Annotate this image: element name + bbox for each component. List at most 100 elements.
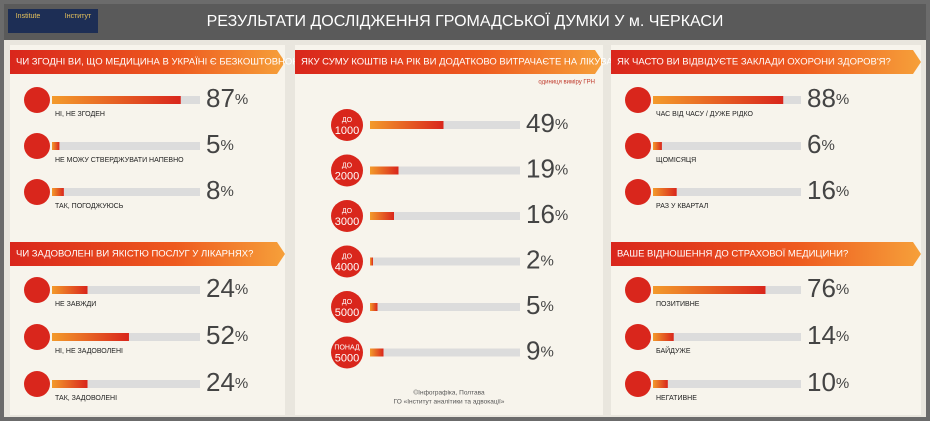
bar [370, 212, 394, 220]
bar [52, 96, 181, 104]
category-label: ПОЗИТИВНЕ [656, 301, 700, 308]
category-label: НІ, НЕ ЗГОДЕН [55, 111, 105, 118]
panel-title: ЧИ ЗГОДНІ ВИ, ЩО МЕДИЦИНА В УКРАЇНІ Є БЕ… [16, 57, 307, 68]
title-ribbon [611, 50, 921, 74]
category-label: НЕ МОЖУ СТВЕРДЖУВАТИ НАПЕВНО [55, 157, 184, 164]
page-title: РЕЗУЛЬТАТИ ДОСЛІДЖЕННЯ ГРОМАДСЬКОЇ ДУМКИ… [207, 12, 724, 30]
icon [331, 291, 363, 323]
value-label: 19% [526, 153, 568, 183]
bar-track [653, 142, 801, 150]
bar-track [370, 121, 520, 129]
icon [625, 371, 651, 397]
value-label: 10% [807, 367, 849, 397]
panel [611, 45, 921, 415]
icon [24, 179, 50, 205]
value-label: 14% [807, 320, 849, 350]
bar-track [52, 286, 200, 294]
icon [331, 336, 363, 369]
header-bar [4, 4, 926, 40]
bar-track [370, 303, 520, 311]
bar-track [370, 212, 520, 220]
category-label: НЕ ЗАВЖДИ [55, 301, 96, 308]
category-label: ТАК, ЗАДОВОЛЕНІ [55, 395, 117, 402]
icon [24, 87, 50, 113]
category-label: ТАК, ПОГОДЖУЮСЬ [55, 203, 124, 210]
icon [625, 324, 651, 350]
bar [52, 142, 60, 150]
panel-title: ЯК ЧАСТО ВИ ВІДВІДУЄТЕ ЗАКЛАДИ ОХОРОНИ З… [617, 57, 891, 68]
footer-line: ГО «Інститут аналітики та адвокації» [394, 398, 505, 406]
value-label: 87% [206, 83, 248, 113]
title-ribbon [10, 242, 285, 266]
title-ribbon [295, 50, 603, 74]
value-label: 52% [206, 320, 248, 350]
icon [625, 277, 651, 303]
bar-track [370, 348, 520, 357]
bar [52, 380, 88, 388]
icon [24, 133, 50, 159]
panel-subtitle: одиниця виміру ГРН [538, 80, 595, 86]
title-ribbon [10, 50, 285, 74]
value-label: 49% [526, 108, 568, 138]
logo-ua: Інститут [65, 13, 92, 20]
panel-title: ВАШЕ ВІДНОШЕННЯ ДО СТРАХОВОЇ МЕДИЦИНИ? [617, 249, 848, 260]
value-label: 6% [807, 129, 835, 159]
value-label: 76% [807, 273, 849, 303]
bar [653, 142, 662, 150]
value-label: 24% [206, 367, 248, 397]
bar [653, 188, 677, 196]
icon [24, 324, 50, 350]
bar [370, 166, 399, 175]
icon [24, 277, 50, 303]
icon [625, 133, 651, 159]
bar [370, 121, 444, 129]
bar [653, 333, 674, 341]
category-label: ПОНАД 5000 [334, 344, 359, 364]
footer-line: ©Інфографіка, Полтава [413, 389, 485, 397]
category-label: НІ, НЕ ЗАДОВОЛЕНІ [55, 348, 123, 355]
value-label: 24% [206, 273, 248, 303]
bar [653, 286, 766, 294]
icon [331, 154, 363, 187]
category-label: РАЗ У КВАРТАЛ [656, 203, 709, 210]
bar [370, 257, 373, 266]
icon [331, 109, 363, 141]
bar-track [370, 257, 520, 266]
category-label: БАЙДУЖЕ [656, 346, 691, 355]
value-label: 8% [206, 175, 234, 205]
value-label: 9% [526, 335, 554, 365]
value-label: 5% [206, 129, 234, 159]
bar [370, 303, 378, 311]
bar [52, 188, 64, 196]
value-label: 88% [807, 83, 849, 113]
icon [331, 200, 363, 232]
bar-track [653, 380, 801, 388]
bar [653, 96, 784, 104]
value-label: 16% [807, 175, 849, 205]
value-label: 5% [526, 290, 554, 320]
category-label: ДО 1000 [335, 117, 359, 137]
category-label: ДО 4000 [335, 253, 359, 273]
icon [24, 371, 50, 397]
category-label: ДО 3000 [335, 208, 359, 228]
bar-track [52, 142, 200, 150]
value-label: 16% [526, 199, 568, 229]
bar-track [370, 166, 520, 175]
logo [8, 9, 98, 33]
category-label: ДО 2000 [335, 162, 359, 182]
bar-track [653, 188, 801, 196]
bar [52, 286, 88, 294]
value-label: 2% [526, 244, 554, 274]
bar-track [52, 188, 200, 196]
icon [625, 179, 651, 205]
panel-title: ЧИ ЗАДОВОЛЕНІ ВИ ЯКІСТЮ ПОСЛУГ У ЛІКАРНЯ… [16, 249, 253, 260]
bar [52, 333, 129, 341]
bar [370, 348, 384, 357]
icon [625, 87, 651, 113]
bar-track [52, 380, 200, 388]
category-label: ЧАС ВІД ЧАСУ / ДУЖЕ РІДКО [656, 111, 753, 118]
panel-title: ЯКУ СУМУ КОШТІВ НА РІК ВИ ДОДАТКОВО ВИТР… [301, 57, 639, 68]
bar-track [653, 333, 801, 341]
icon [331, 245, 363, 278]
